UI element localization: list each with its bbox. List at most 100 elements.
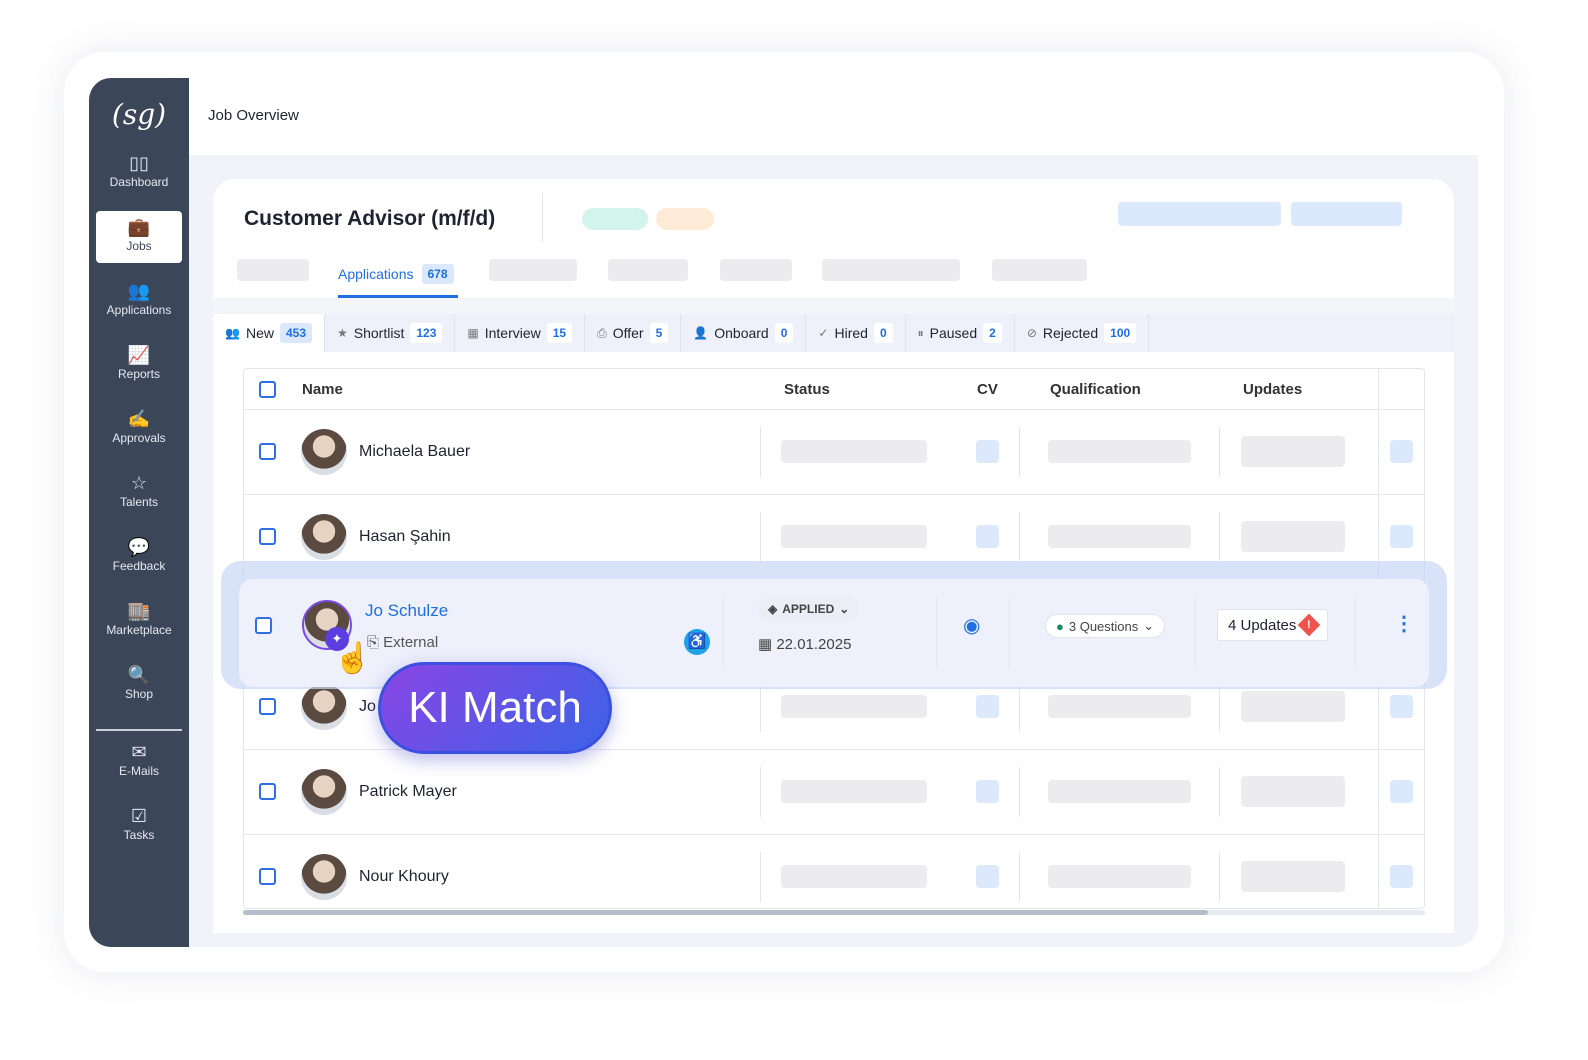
status-placeholder (781, 440, 927, 463)
sidebar-item-tasks[interactable]: ☑ Tasks (96, 800, 182, 852)
divider (1009, 597, 1010, 669)
tab-label: Shortlist (353, 325, 405, 341)
sidebar-item-shop[interactable]: 🔍 Shop (96, 659, 182, 711)
applicant-name[interactable]: Patrick Mayer (359, 783, 457, 800)
updates-button[interactable]: 4 Updates! (1217, 609, 1329, 641)
tab-paused[interactable]: ⏸ Paused 2 (906, 314, 1015, 352)
row-checkbox[interactable] (259, 528, 276, 545)
divider (1019, 767, 1020, 817)
tab-label: Applications (338, 266, 414, 282)
tab-hired[interactable]: ✓ Hired 0 (806, 314, 906, 352)
tab-count: 678 (421, 264, 454, 284)
row-checkbox[interactable] (259, 783, 276, 800)
signature-icon: ✍ (127, 409, 151, 429)
table-row-highlighted[interactable]: ✦ ☝ Jo Schulze ⎘ External ♿ ◈ APPLIED ⌄ ▦ … (239, 579, 1429, 687)
col-status[interactable]: Status (784, 381, 830, 398)
tab-shortlist[interactable]: ★ Shortlist 123 (325, 314, 456, 352)
source-label: External (383, 634, 439, 651)
table-row[interactable]: Patrick Mayer (244, 749, 1424, 834)
tab-placeholder[interactable] (992, 259, 1087, 281)
sidebar-item-label: Jobs (126, 239, 152, 253)
qualification-label: 3 Questions (1068, 618, 1139, 634)
sidebar-item-talents[interactable]: ☆ Talents (96, 467, 182, 519)
row-checkbox[interactable] (259, 443, 276, 460)
action-button-placeholder[interactable] (1118, 202, 1281, 226)
col-name[interactable]: Name (302, 381, 343, 398)
pointer-hand-icon: ☝ (334, 642, 372, 675)
tab-placeholder[interactable] (608, 259, 688, 281)
row-checkbox[interactable] (255, 617, 272, 634)
job-card: Customer Advisor (m/f/d) Applications 67… (213, 179, 1454, 933)
action-button-placeholder[interactable] (1291, 202, 1402, 226)
row-checkbox[interactable] (259, 698, 276, 715)
sidebar-item-dashboard[interactable]: ▯▯ Dashboard (96, 147, 182, 199)
row-checkbox[interactable] (259, 868, 276, 885)
sidebar-item-label: Shop (124, 687, 154, 701)
sidebar-item-reports[interactable]: 📈 Reports (96, 339, 182, 391)
actions-placeholder[interactable] (1390, 865, 1413, 888)
tab-new[interactable]: 👥 New 453 (213, 314, 325, 352)
sidebar-item-applications[interactable]: 👥 Applications (96, 275, 182, 327)
tab-icon: ⏸ (917, 325, 924, 340)
qualification-placeholder (1048, 780, 1191, 803)
applicant-name[interactable]: Jo (359, 698, 376, 715)
col-qualification[interactable]: Qualification (1050, 381, 1141, 398)
tab-applications[interactable]: Applications 678 (338, 259, 454, 289)
status-dropdown[interactable]: ◈ APPLIED ⌄ (758, 596, 860, 622)
cv-placeholder (976, 695, 999, 718)
actions-placeholder[interactable] (1390, 695, 1413, 718)
sidebar-item-marketplace[interactable]: 🏬 Marketplace (96, 595, 182, 647)
status-placeholder (781, 525, 927, 548)
mail-icon: ✉ (131, 742, 147, 762)
dashboard-icon: ▯▯ (129, 153, 149, 173)
calendar-icon: ▦ (758, 636, 777, 653)
actions-placeholder[interactable] (1390, 780, 1413, 803)
date-label: 22.01.2025 (776, 636, 852, 653)
tab-rejected[interactable]: ⊘ Rejected 100 (1015, 314, 1150, 352)
row-divider (244, 409, 1424, 410)
updates-placeholder (1241, 436, 1345, 467)
tab-placeholder[interactable] (822, 259, 960, 281)
store-icon: 🏬 (127, 601, 151, 621)
tab-placeholder[interactable] (489, 259, 577, 281)
sidebar-item-e-mails[interactable]: ✉ E-Mails (96, 736, 182, 788)
cv-placeholder (976, 440, 999, 463)
tab-count: 0 (873, 323, 893, 343)
status-chip-placeholder (656, 208, 714, 230)
applicant-source: ⎘ External (367, 634, 438, 651)
checkbox-icon: ☑ (130, 806, 148, 826)
tab-onboard[interactable]: 👤 Onboard 0 (681, 314, 807, 352)
actions-placeholder[interactable] (1390, 440, 1413, 463)
col-cv[interactable]: CV (977, 381, 998, 398)
applicant-name[interactable]: Nour Khoury (359, 868, 449, 885)
qualification-placeholder (1048, 865, 1191, 888)
tab-icon: ★ (337, 326, 348, 340)
more-options-icon[interactable]: ⋮ (1394, 613, 1414, 635)
tab-placeholder[interactable] (237, 259, 309, 281)
sidebar-item-feedback[interactable]: 💬 Feedback (96, 531, 182, 583)
sidebar-item-jobs[interactable]: 💼 Jobs (96, 211, 182, 263)
applicant-name-link[interactable]: Jo Schulze (365, 601, 449, 620)
tab-icon: ▦ (467, 326, 479, 340)
import-icon: ⎘ (367, 634, 384, 651)
table-row[interactable]: Hasan Şahin (244, 494, 1424, 579)
view-cv-eye-icon[interactable]: ◉ (963, 615, 981, 637)
tab-interview[interactable]: ▦ Interview 15 (455, 314, 586, 352)
sidebar-item-approvals[interactable]: ✍ Approvals (96, 403, 182, 455)
table-row[interactable]: Michaela Bauer (244, 409, 1424, 494)
status-label: APPLIED (782, 602, 835, 616)
shop-icon: 🔍 (127, 665, 151, 685)
table-row[interactable]: Nour Khoury (244, 834, 1424, 919)
avatar (301, 514, 347, 560)
horizontal-scrollbar[interactable] (243, 910, 1425, 915)
tab-offer[interactable]: ⎙ Offer 5 (585, 314, 682, 352)
job-title: Customer Advisor (m/f/d) (244, 207, 496, 230)
select-all-checkbox[interactable] (259, 381, 276, 398)
qualification-dropdown[interactable]: ● 3 Questions ⌄ (1045, 614, 1166, 638)
applicant-name[interactable]: Michaela Bauer (359, 443, 471, 460)
tab-placeholder[interactable] (720, 259, 792, 281)
applicant-name[interactable]: Hasan Şahin (359, 528, 451, 545)
actions-placeholder[interactable] (1390, 525, 1413, 548)
sidebar-item-label: Dashboard (109, 175, 169, 189)
col-updates[interactable]: Updates (1243, 381, 1303, 398)
